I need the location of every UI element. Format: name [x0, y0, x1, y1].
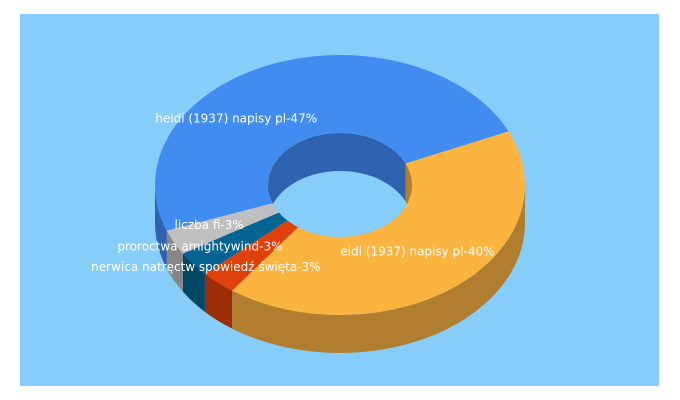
slice-label-eidi-1937-napisy-pl: eidi (1937) napisy pl-40% — [340, 244, 494, 258]
slice-heidi-1937-napisy-pl[interactable] — [155, 55, 509, 231]
slice-liczba-fi[interactable] — [166, 203, 279, 254]
slice-nerwica-natrectw-spowiedz-swieta[interactable] — [204, 220, 299, 291]
slice-outer-side-eidi-1937-napisy-pl — [232, 185, 525, 354]
slice-eidi-1937-napisy-pl[interactable] — [232, 131, 525, 315]
slice-outer-side-liczba-fi — [166, 230, 183, 292]
slice-label-nerwica-natrectw-spowiedz-swieta: nerwica natręctw spowiedź święta-3% — [91, 260, 320, 274]
slice-label-heidi-1937-napisy-pl: heidi (1937) napisy pl-47% — [155, 112, 317, 126]
slice-outer-side-proroctwa-amightywind — [182, 253, 205, 312]
slice-outer-side-heidi-1937-napisy-pl — [155, 185, 167, 269]
slice-proroctwa-amightywind[interactable] — [182, 212, 288, 274]
slice-label-proroctwa-amightywind: proroctwa amightywind-3% — [117, 239, 282, 253]
slice-label-liczba-fi: liczba fi-3% — [175, 218, 244, 232]
slice-outer-side-nerwica-natrectw-spowiedz-swieta — [204, 273, 233, 329]
slice-inner-side-heidi-1937-napisy-pl — [268, 132, 406, 223]
